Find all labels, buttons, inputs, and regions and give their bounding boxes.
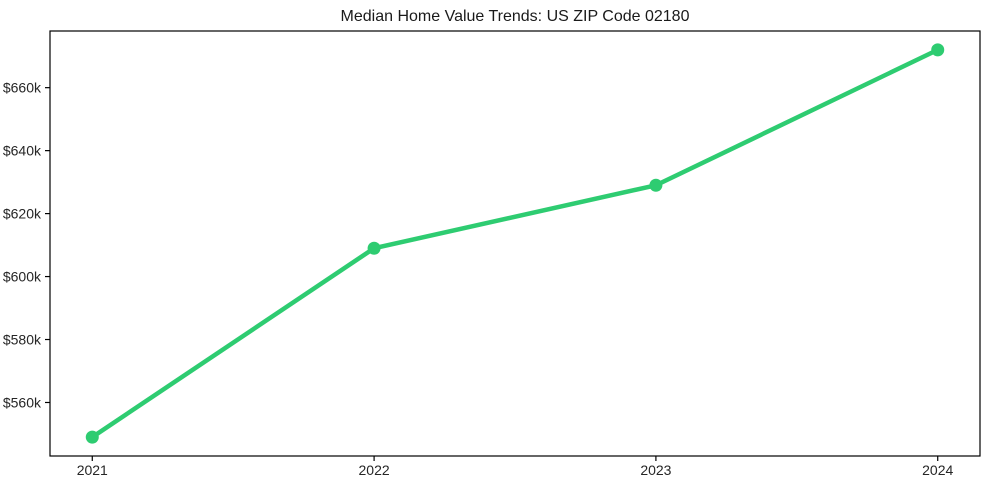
x-tick-label: 2024 — [922, 462, 953, 478]
x-tick-label: 2022 — [359, 462, 390, 478]
data-point-marker — [85, 430, 99, 444]
data-point-marker — [931, 43, 945, 57]
chart-title: Median Home Value Trends: US ZIP Code 02… — [340, 8, 690, 25]
y-tick-label: $600k — [3, 268, 42, 284]
axes-border — [49, 30, 981, 457]
x-tick-label: 2023 — [640, 462, 671, 478]
data-point-marker — [367, 241, 381, 255]
y-tick-label: $560k — [3, 394, 42, 410]
series-line — [90, 47, 940, 440]
y-tick-label: $620k — [3, 205, 42, 221]
data-point-marker — [649, 178, 663, 192]
y-tick-label: $660k — [3, 80, 42, 96]
x-tick-label: 2021 — [77, 462, 108, 478]
y-tick-label: $580k — [3, 331, 42, 347]
y-tick-label: $640k — [3, 143, 42, 159]
